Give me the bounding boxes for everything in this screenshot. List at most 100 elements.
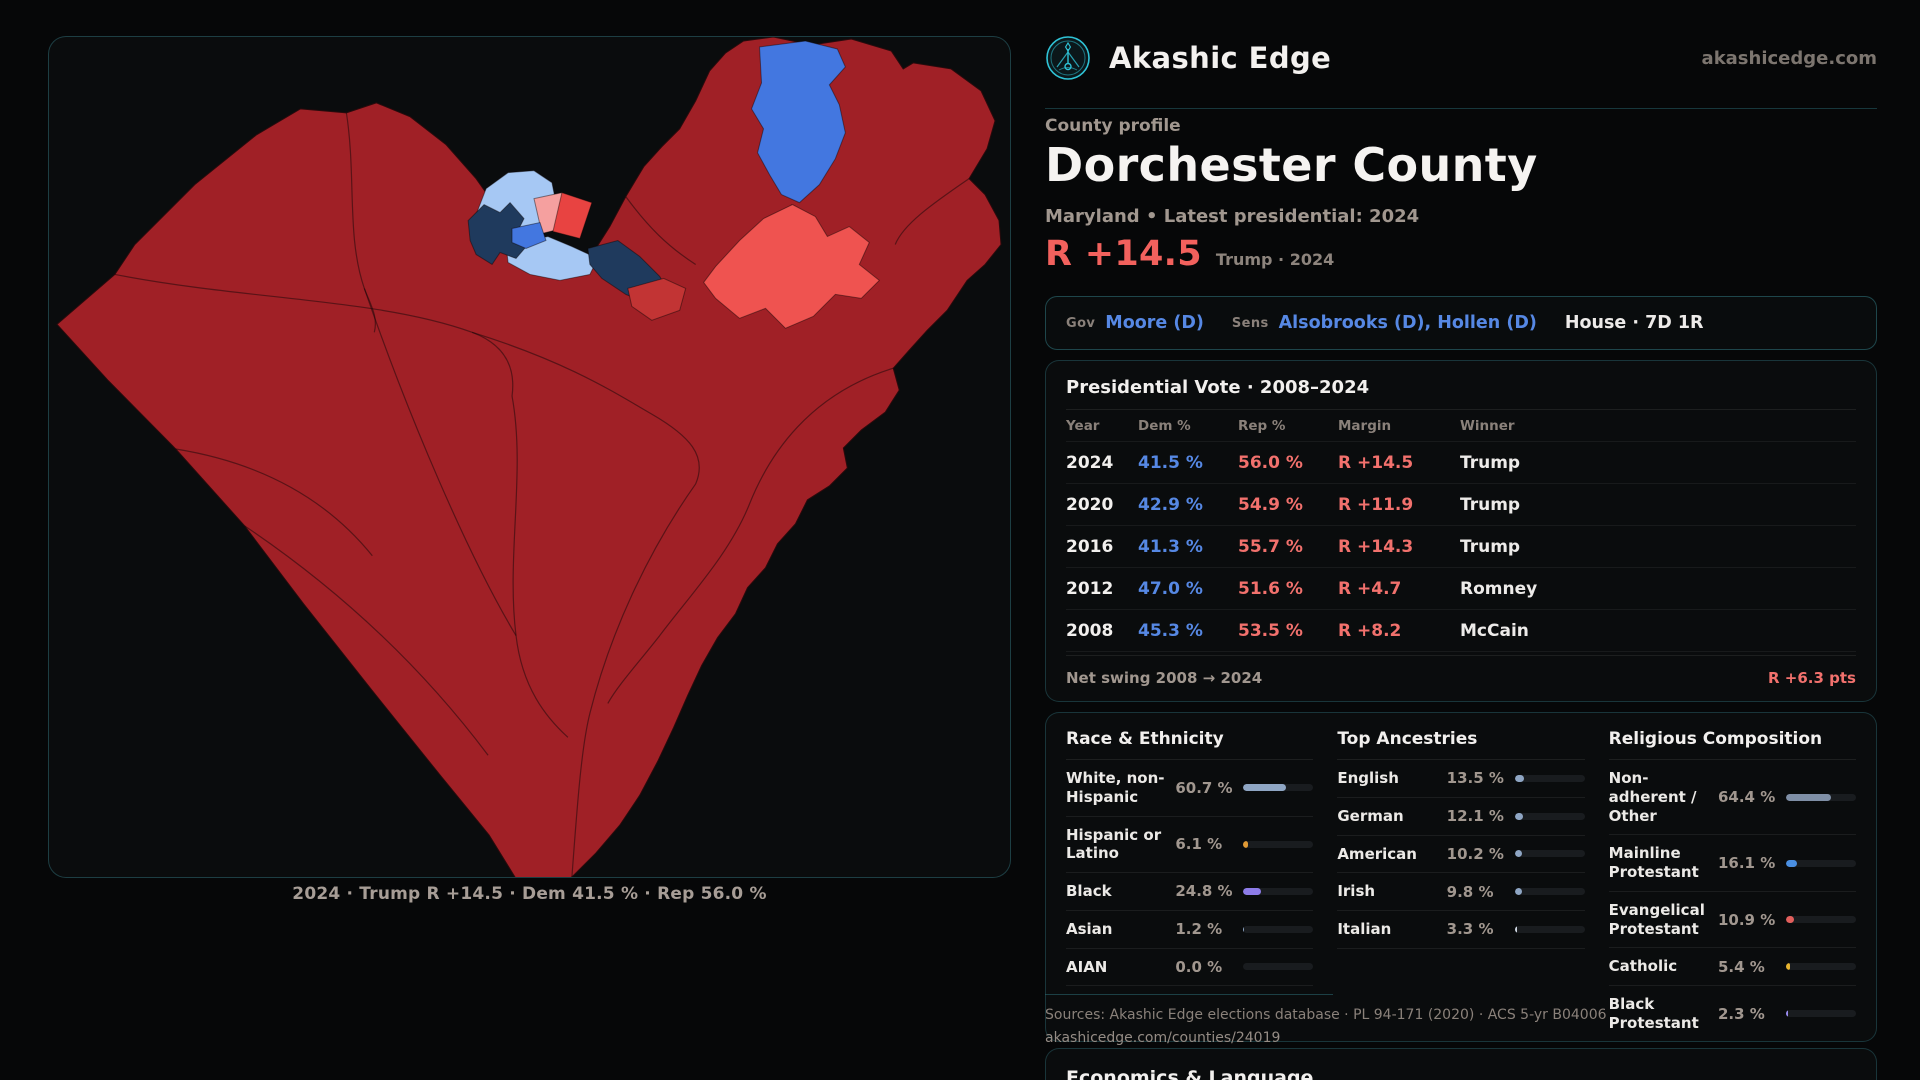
religion-column: Religious Composition Non-adherent / Oth…: [1608, 729, 1856, 1041]
county-shape[interactable]: [56, 37, 1002, 877]
precinct-regions[interactable]: [467, 40, 881, 329]
profile-panel: Akashic Edge akashicedge.com County prof…: [1045, 0, 1877, 1080]
precinct-blue-north: [750, 40, 846, 204]
sources-line: Sources: Akashic Edge elections database…: [1045, 1007, 1607, 1023]
bar-fill: [1243, 925, 1245, 933]
page-title: Dorchester County: [1045, 138, 1538, 192]
bar-fill: [1785, 859, 1798, 867]
bar-track: [1785, 916, 1856, 923]
list-item: Non-adherent / Other 64.4 %: [1608, 760, 1856, 836]
presidential-vote-card: Presidential Vote · 2008–2024 Year Dem %…: [1045, 360, 1877, 702]
col-rep: Rep %: [1238, 417, 1286, 434]
list-item: Black 24.8 %: [1066, 873, 1314, 911]
bar-fill: [1514, 850, 1522, 858]
bar-track: [1785, 963, 1856, 971]
list-item: English 13.5 %: [1337, 760, 1585, 798]
precinct-boundaries: [114, 112, 970, 877]
county-precinct-map[interactable]: [49, 37, 1010, 877]
gov-label: Gov: [1066, 315, 1096, 331]
kicker-label: County profile: [1045, 116, 1181, 136]
header-divider: [1045, 108, 1877, 109]
bar-fill: [1243, 887, 1261, 895]
col-dem: Dem %: [1138, 417, 1191, 434]
list-item: Catholic 5.4 %: [1608, 948, 1856, 986]
bar-fill: [1785, 793, 1832, 801]
table-row: 2016 41.3 % 55.7 % R +14.3 Trump: [1066, 526, 1856, 568]
bar-track: [1785, 793, 1856, 801]
table-row: 2020 42.9 % 54.9 % R +11.9 Trump: [1066, 484, 1856, 526]
brand-header: Akashic Edge akashicedge.com: [1045, 32, 1877, 84]
officials-bar: Gov Moore (D) Sens Alsobrooks (D), Holle…: [1045, 296, 1877, 350]
presidential-card-title: Presidential Vote · 2008–2024: [1066, 377, 1856, 410]
brand-domain[interactable]: akashicedge.com: [1701, 47, 1877, 69]
ancestries-column: Top Ancestries English 13.5 % German 12.…: [1337, 729, 1585, 1041]
bar-fill: [1514, 774, 1525, 782]
headline-margin-note: Trump · 2024: [1215, 250, 1335, 269]
bar-track: [1243, 925, 1314, 933]
house-value: House · 7D 1R: [1564, 313, 1704, 333]
bar-fill: [1514, 925, 1517, 933]
demographics-card: Race & Ethnicity White, non-Hispanic 60.…: [1045, 712, 1877, 1042]
bar-fill: [1243, 784, 1286, 792]
list-item: Mainline Protestant 16.1 %: [1608, 835, 1856, 892]
headline-margin-row: R +14.5 Trump · 2024: [1045, 234, 1334, 274]
economics-card-title: Economics & Language: [1066, 1067, 1314, 1080]
list-item: Hispanic or Latino 6.1 %: [1066, 817, 1314, 873]
presidential-table-header: Year Dem % Rep % Margin Winner: [1066, 410, 1856, 442]
precinct-bright-red: [552, 191, 593, 240]
headline-margin: R +14.5: [1045, 234, 1202, 274]
table-row: 2008 45.3 % 53.5 % R +8.2 McCain: [1066, 610, 1856, 652]
sources-footnote: Sources: Akashic Edge elections database…: [1045, 994, 1607, 1049]
bar-fill: [1514, 812, 1524, 820]
net-swing-label: Net swing 2008 → 2024: [1066, 669, 1263, 687]
ancestries-title: Top Ancestries: [1337, 729, 1585, 760]
bar-fill: [1785, 916, 1794, 923]
bar-track: [1785, 1010, 1856, 1018]
religion-title: Religious Composition: [1608, 729, 1856, 760]
net-swing-row: Net swing 2008 → 2024 R +6.3 pts: [1066, 655, 1856, 687]
bar-track: [1243, 887, 1314, 895]
list-item: AIAN 0.0 %: [1066, 949, 1314, 987]
precinct-salmon-east: [703, 204, 881, 329]
gov-value: Moore (D): [1105, 313, 1204, 333]
bar-track: [1514, 774, 1585, 782]
net-swing-value: R +6.3 pts: [1768, 669, 1856, 687]
bar-track: [1243, 963, 1314, 971]
list-item: Italian 3.3 %: [1337, 911, 1585, 949]
precinct-medium-red: [627, 277, 687, 321]
precinct-light-blue-lower: [505, 236, 599, 281]
table-row: 2012 47.0 % 51.6 % R +4.7 Romney: [1066, 568, 1856, 610]
list-item: German 12.1 %: [1337, 798, 1585, 836]
col-margin: Margin: [1338, 417, 1392, 434]
race-ethnicity-column: Race & Ethnicity White, non-Hispanic 60.…: [1066, 729, 1314, 1041]
precinct-blue-small: [511, 221, 547, 250]
bar-fill: [1514, 888, 1522, 896]
col-winner: Winner: [1460, 417, 1515, 434]
page-subtitle: Maryland • Latest presidential: 2024: [1045, 206, 1420, 227]
bar-track: [1785, 859, 1856, 867]
table-row: 2024 41.5 % 56.0 % R +14.5 Trump: [1066, 442, 1856, 484]
list-item: White, non-Hispanic 60.7 %: [1066, 760, 1314, 817]
bar-track: [1514, 850, 1585, 858]
list-item: American 10.2 %: [1337, 836, 1585, 874]
list-item: Evangelical Protestant 10.9 %: [1608, 892, 1856, 949]
precinct-map-card: [48, 36, 1011, 878]
list-item: Irish 9.8 %: [1337, 873, 1585, 911]
bar-track: [1243, 784, 1314, 792]
bar-track: [1514, 888, 1585, 896]
bar-track: [1514, 925, 1585, 933]
race-title: Race & Ethnicity: [1066, 729, 1314, 760]
map-caption: 2024 · Trump R +14.5 · Dem 41.5 % · Rep …: [292, 884, 767, 904]
bar-track: [1243, 840, 1314, 848]
sens-label: Sens: [1231, 315, 1269, 331]
list-item: Black Protestant 2.3 %: [1609, 986, 1856, 1041]
bar-fill: [1243, 840, 1248, 848]
sources-url[interactable]: akashicedge.com/counties/24019: [1045, 1029, 1281, 1046]
list-item: Asian 1.2 %: [1066, 911, 1314, 949]
brand-name[interactable]: Akashic Edge: [1109, 41, 1332, 75]
bar-fill: [1785, 1010, 1788, 1018]
bar-track: [1514, 812, 1585, 820]
economics-language-card: Economics & Language: [1045, 1048, 1877, 1080]
akashic-edge-logo-icon[interactable]: [1045, 35, 1091, 81]
